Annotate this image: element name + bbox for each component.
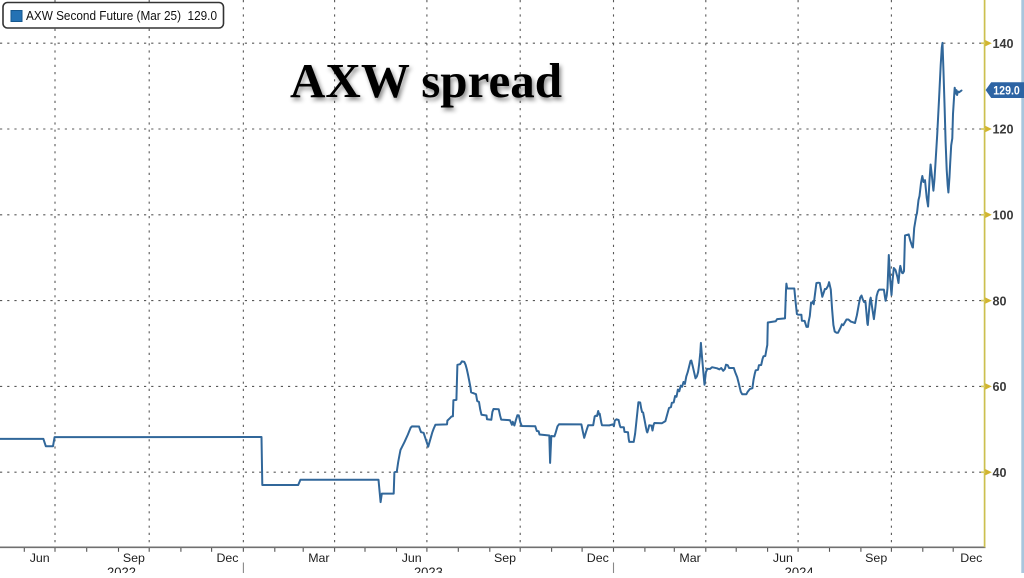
svg-text:AXW spread: AXW spread [290,53,562,108]
svg-text:Sep: Sep [123,551,145,565]
svg-text:2023: 2023 [414,564,443,573]
svg-text:100: 100 [993,208,1014,223]
svg-text:2024: 2024 [785,564,814,573]
svg-text:40: 40 [993,465,1007,480]
svg-text:140: 140 [993,36,1014,51]
svg-text:Mar: Mar [679,551,700,565]
svg-text:Dec: Dec [960,551,982,565]
svg-text:Jun: Jun [402,551,422,565]
svg-text:Jun: Jun [30,551,50,565]
svg-text:120: 120 [993,122,1014,137]
svg-text:80: 80 [993,293,1007,308]
svg-text:Jun: Jun [773,551,793,565]
svg-text:60: 60 [993,379,1007,394]
svg-text:Sep: Sep [494,551,516,565]
svg-text:2022: 2022 [107,564,136,573]
svg-text:Sep: Sep [865,551,887,565]
svg-text:Dec: Dec [216,551,238,565]
svg-text:AXW Second Future (Mar 25) 12: AXW Second Future (Mar 25) 129.0 [26,8,217,23]
svg-text:Mar: Mar [308,551,329,565]
svg-text:129.0: 129.0 [993,84,1020,98]
svg-text:Dec: Dec [587,551,609,565]
